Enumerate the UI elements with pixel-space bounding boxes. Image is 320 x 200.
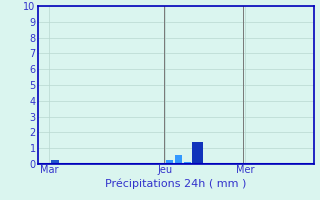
Bar bbox=[51, 160, 59, 164]
X-axis label: Précipitations 24h ( mm ): Précipitations 24h ( mm ) bbox=[105, 178, 247, 189]
Bar bbox=[184, 162, 191, 164]
Bar bbox=[165, 160, 173, 164]
Bar bbox=[175, 155, 182, 164]
Bar bbox=[192, 142, 203, 164]
